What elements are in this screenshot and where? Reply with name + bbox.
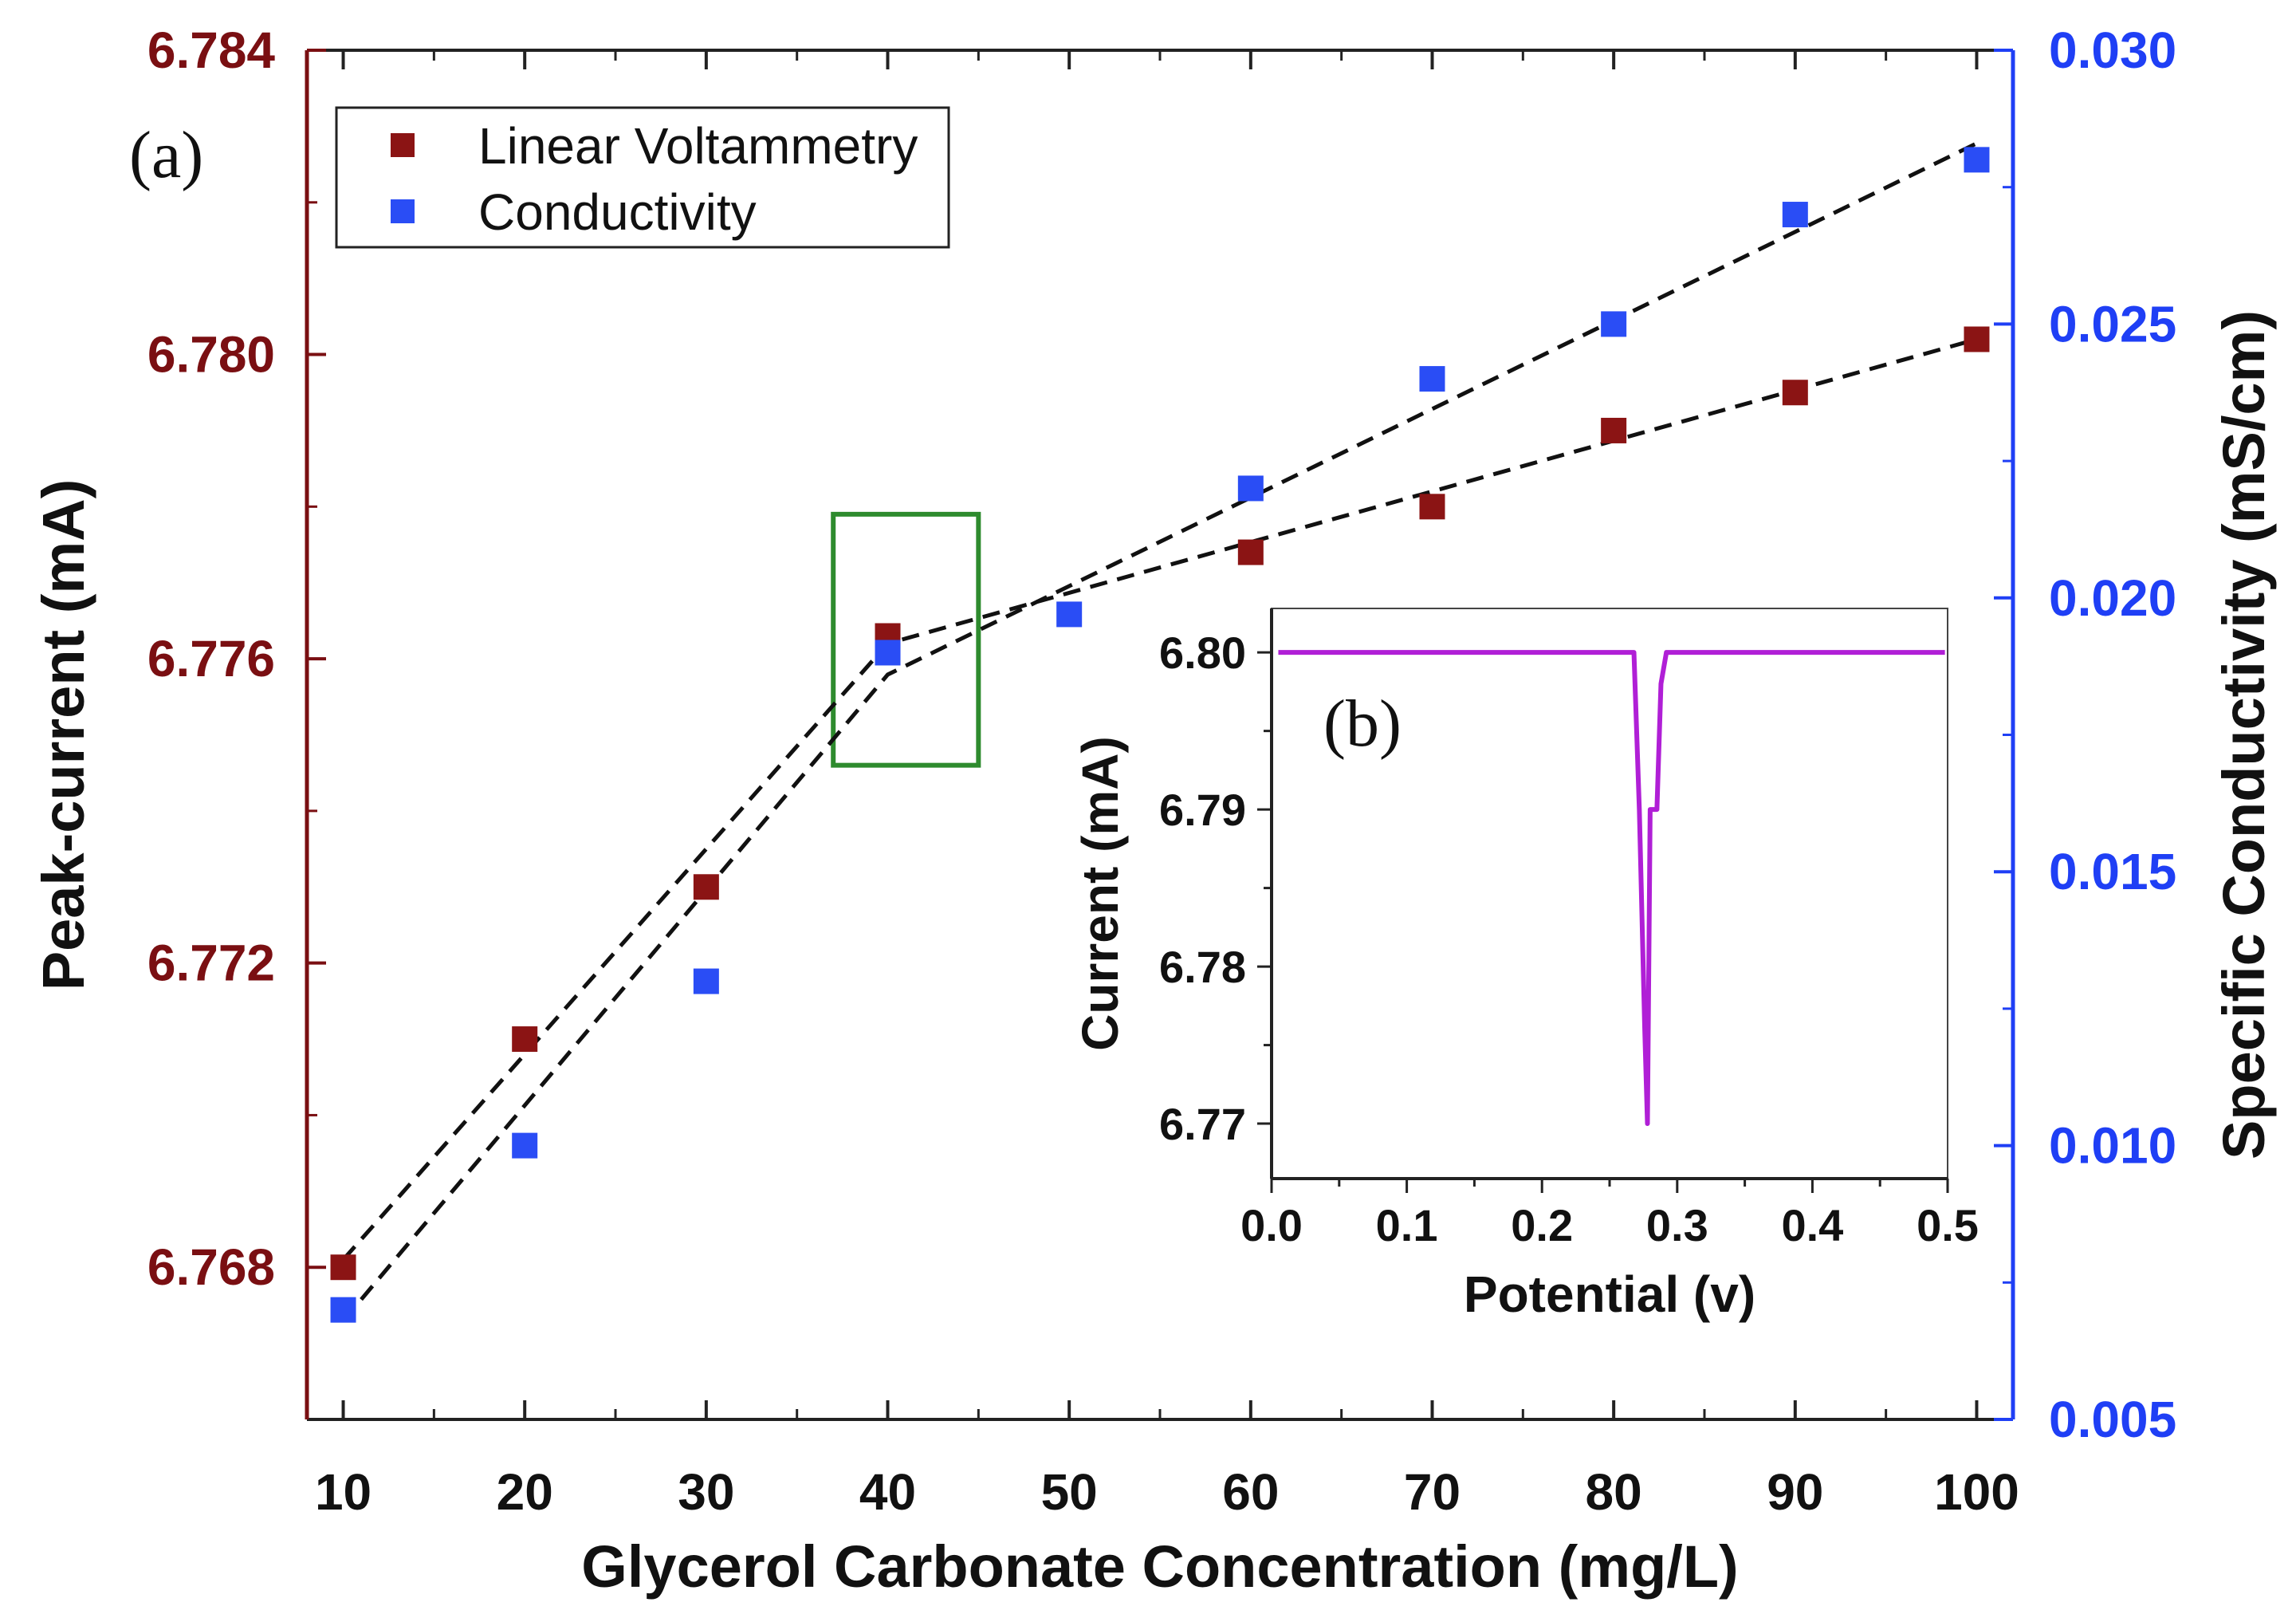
x-tick-label: 10 <box>315 1463 372 1521</box>
x-tick-label: 50 <box>1041 1463 1098 1521</box>
inset-y-tick-label: 6.78 <box>1159 942 1246 992</box>
inset-x-tick-label: 0.4 <box>1781 1200 1843 1250</box>
right-y-tick-label: 0.030 <box>2049 22 2176 79</box>
left-y-tick-label: 6.784 <box>147 22 276 79</box>
right-y-axis-title: Specific Conductivity (mS/cm) <box>2211 310 2277 1159</box>
inset-y-tick-label: 6.80 <box>1159 628 1246 678</box>
highlight-box <box>831 511 981 768</box>
right-y-tick-label: 0.025 <box>2049 295 2176 352</box>
x-tick-label: 20 <box>497 1463 553 1521</box>
inset-x-tick-label: 0.2 <box>1511 1200 1573 1250</box>
conductivity-point <box>1237 475 1264 502</box>
conductivity-point <box>1056 601 1083 628</box>
conductivity-point <box>875 640 901 666</box>
inset-x-tick-label: 0.1 <box>1376 1200 1438 1250</box>
x-tick-label: 40 <box>859 1463 916 1521</box>
inset-y-tick-label: 6.79 <box>1159 785 1246 835</box>
voltammetry-point <box>693 874 719 900</box>
x-axis-title: Glycerol Carbonate Concentration (mg/L) <box>581 1533 1738 1600</box>
conductivity-point <box>1782 202 1808 228</box>
right-y-tick-label: 0.005 <box>2049 1391 2176 1448</box>
x-tick-label: 60 <box>1222 1463 1279 1521</box>
inset-current-line <box>1278 650 1945 1127</box>
conductivity-point <box>1601 311 1627 337</box>
voltammetry-point <box>512 1026 538 1053</box>
conductivity-point <box>1964 147 1990 173</box>
conductivity-point <box>693 968 719 994</box>
x-tick-label: 80 <box>1586 1463 1642 1521</box>
conductivity-point <box>330 1297 356 1323</box>
inset-x-tick-label: 0.0 <box>1240 1200 1303 1250</box>
legend-marker-voltammetry <box>391 133 415 157</box>
main-chart: 10 20 30 40 50 60 70 80 90 100 6.768 6.772 6.776 6.78… <box>30 22 2277 1600</box>
x-tick-label: 90 <box>1767 1463 1823 1521</box>
voltammetry-point <box>1237 539 1264 565</box>
voltammetry-point <box>1601 417 1627 443</box>
inset-x-axis-title: Potential (v) <box>1464 1266 1755 1323</box>
legend-marker-conductivity <box>391 199 415 223</box>
left-y-axis-title: Peak-current (mA) <box>30 479 96 991</box>
voltammetry-point <box>330 1254 356 1281</box>
panel-label-a: (a) <box>129 118 203 192</box>
right-y-tick-label: 0.015 <box>2049 843 2176 900</box>
legend-label-conductivity: Conductivity <box>478 183 757 241</box>
left-y-tick-label: 6.772 <box>147 935 275 992</box>
inset-y-tick-label: 6.77 <box>1159 1099 1246 1149</box>
voltammetry-point <box>1964 326 1990 352</box>
x-tick-label: 100 <box>1934 1463 2019 1521</box>
legend-label-voltammetry: Linear Voltammetry <box>478 117 918 175</box>
panel-label-b: (b) <box>1323 687 1402 761</box>
inset-y-axis-title: Current (mA) <box>1071 736 1129 1051</box>
conductivity-point <box>1419 366 1445 392</box>
left-y-tick-label: 6.776 <box>147 630 275 687</box>
voltammetry-point <box>1782 380 1808 406</box>
right-y-tick-label: 0.020 <box>2049 569 2176 627</box>
left-y-tick-label: 6.780 <box>147 326 275 384</box>
x-tick-label: 70 <box>1404 1463 1461 1521</box>
voltammetry-point <box>1419 494 1445 520</box>
inset-chart: 0.0 0.1 0.2 0.3 0.4 0.5 6.77 6.78 6.79 6.80 Potent… <box>1071 608 1979 1323</box>
left-y-tick-label: 6.768 <box>147 1238 275 1296</box>
legend-box <box>335 106 950 249</box>
inset-x-tick-label: 0.5 <box>1917 1200 1979 1250</box>
conductivity-point <box>512 1132 538 1159</box>
right-y-tick-label: 0.010 <box>2049 1117 2176 1175</box>
x-tick-label: 30 <box>678 1463 734 1521</box>
inset-x-tick-label: 0.3 <box>1646 1200 1708 1250</box>
